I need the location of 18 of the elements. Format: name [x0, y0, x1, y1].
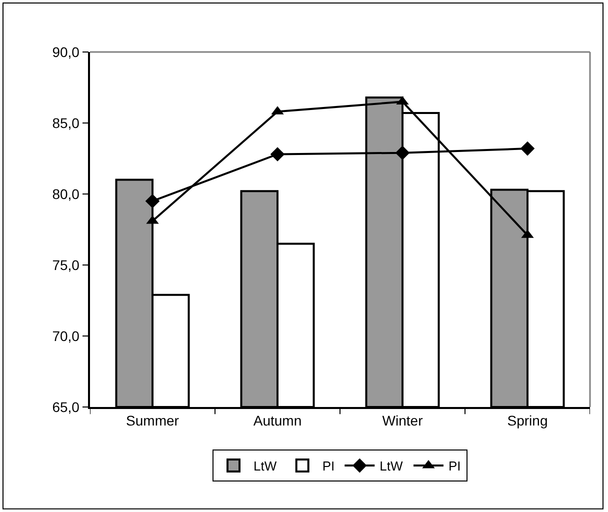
x-tick-label: Summer: [126, 412, 180, 429]
y-tick-label: 65,0: [52, 398, 80, 415]
legend-label: LtW: [380, 458, 404, 474]
y-tick-label: 90,0: [52, 44, 80, 60]
point: [395, 146, 410, 160]
point: [270, 147, 285, 162]
point: [520, 141, 535, 156]
legend-label: LtW: [254, 458, 278, 474]
x-tick-label: Autumn: [253, 412, 302, 429]
y-tick-label: 85,0: [52, 114, 80, 131]
y-tick-label: 70,0: [52, 328, 80, 344]
x-tick-label: Spring: [507, 412, 548, 429]
x-tick-label: Winter: [382, 412, 424, 429]
point: [145, 194, 160, 208]
legend-label: PI: [322, 458, 335, 474]
legend-label: PI: [448, 458, 461, 474]
y-tick-label: 75,0: [52, 256, 80, 273]
y-tick-label: 80,0: [52, 186, 80, 202]
